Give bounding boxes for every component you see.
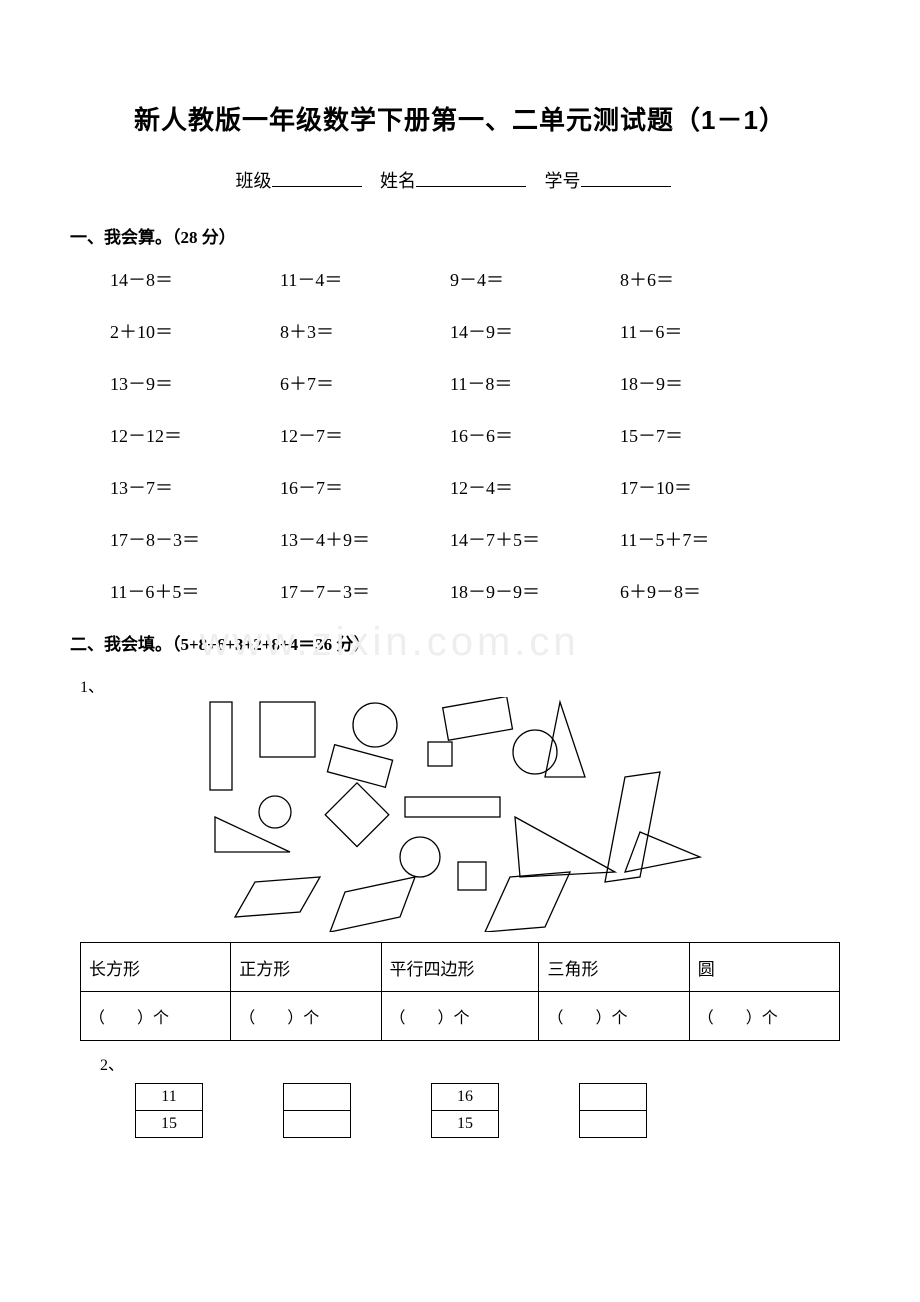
- problem-cell: 13－4＋9＝: [280, 526, 450, 552]
- problem-cell: 13－7＝: [110, 474, 280, 500]
- page-container: 新人教版一年级数学下册第一、二单元测试题（1－1） 班级 姓名 学号 一、我会算…: [0, 0, 920, 1178]
- problem-cell: 18－9－9＝: [450, 578, 620, 604]
- problem-cell: 12－4＝: [450, 474, 620, 500]
- shape-count-table: 长方形 正方形 平行四边形 三角形 圆 （ ）个 （ ）个 （ ）个 （ ）个 …: [80, 942, 840, 1041]
- name-blank: [416, 168, 526, 187]
- problem-cell: 9－4＝: [450, 266, 620, 292]
- count-cell: （ ）个: [539, 992, 689, 1041]
- header-rectangle: 长方形: [81, 943, 231, 992]
- problem-cell: 11－4＝: [280, 266, 450, 292]
- problem-cell: 14－7＋5＝: [450, 526, 620, 552]
- q2-label: 2、: [100, 1051, 840, 1075]
- class-blank: [272, 168, 362, 187]
- section1-heading: 一、我会算。（28 分）: [70, 223, 840, 248]
- problem-cell: 8＋3＝: [280, 318, 450, 344]
- problem-cell: 12－12＝: [110, 422, 280, 448]
- problem-cell: 11－6＝: [620, 318, 790, 344]
- problem-row: 13－9＝ 6＋7＝ 11－8＝ 18－9＝: [110, 370, 840, 396]
- problems-grid: 14－8＝ 11－4＝ 9－4＝ 8＋6＝ 2＋10＝ 8＋3＝ 14－9＝ 1…: [110, 266, 840, 604]
- problem-cell: 14－8＝: [110, 266, 280, 292]
- box-cell: [580, 1111, 647, 1138]
- box-cell: [284, 1084, 351, 1111]
- problem-row: 14－8＝ 11－4＝ 9－4＝ 8＋6＝: [110, 266, 840, 292]
- problem-cell: 11－6＋5＝: [110, 578, 280, 604]
- mini-box: [579, 1083, 647, 1138]
- problem-cell: 17－8－3＝: [110, 526, 280, 552]
- student-info-line: 班级 姓名 学号: [80, 167, 840, 193]
- problem-cell: 12－7＝: [280, 422, 450, 448]
- problem-row: 13－7＝ 16－7＝ 12－4＝ 17－10＝: [110, 474, 840, 500]
- mini-box: 16 15: [431, 1083, 499, 1138]
- box-cell: 11: [136, 1084, 203, 1111]
- box-cell: [284, 1111, 351, 1138]
- mini-box: [283, 1083, 351, 1138]
- q2-boxes-row: 11 15 16 15: [135, 1083, 840, 1138]
- box-cell: [580, 1084, 647, 1111]
- problem-cell: 15－7＝: [620, 422, 790, 448]
- header-parallelogram: 平行四边形: [381, 943, 539, 992]
- box-cell: 15: [136, 1111, 203, 1138]
- count-cell: （ ）个: [381, 992, 539, 1041]
- problem-row: 11－6＋5＝ 17－7－3＝ 18－9－9＝ 6＋9－8＝: [110, 578, 840, 604]
- header-triangle: 三角形: [539, 943, 689, 992]
- mini-box: 11 15: [135, 1083, 203, 1138]
- table-row: 长方形 正方形 平行四边形 三角形 圆: [81, 943, 840, 992]
- id-label: 学号: [545, 171, 581, 191]
- problem-cell: 17－10＝: [620, 474, 790, 500]
- header-circle: 圆: [689, 943, 839, 992]
- box-cell: 16: [432, 1084, 499, 1111]
- shapes-diagram: [140, 697, 740, 932]
- class-label: 班级: [236, 171, 272, 191]
- problem-cell: 17－7－3＝: [280, 578, 450, 604]
- problem-cell: 16－7＝: [280, 474, 450, 500]
- problem-cell: 2＋10＝: [110, 318, 280, 344]
- name-label: 姓名: [380, 171, 416, 191]
- section2-heading: 二、我会填。（5+8+6+3+2+8+4＝36 分）: [70, 630, 840, 655]
- problem-cell: 13－9＝: [110, 370, 280, 396]
- table-row: （ ）个 （ ）个 （ ）个 （ ）个 （ ）个: [81, 992, 840, 1041]
- problem-row: 12－12＝ 12－7＝ 16－6＝ 15－7＝: [110, 422, 840, 448]
- box-cell: 15: [432, 1111, 499, 1138]
- header-square: 正方形: [231, 943, 381, 992]
- count-cell: （ ）个: [231, 992, 381, 1041]
- problem-cell: 16－6＝: [450, 422, 620, 448]
- problem-cell: 11－8＝: [450, 370, 620, 396]
- page-title: 新人教版一年级数学下册第一、二单元测试题（1－1）: [80, 100, 840, 137]
- problem-cell: 11－5＋7＝: [620, 526, 790, 552]
- problem-cell: 8＋6＝: [620, 266, 790, 292]
- count-cell: （ ）个: [689, 992, 839, 1041]
- problem-row: 17－8－3＝ 13－4＋9＝ 14－7＋5＝ 11－5＋7＝: [110, 526, 840, 552]
- problem-cell: 14－9＝: [450, 318, 620, 344]
- problem-cell: 18－9＝: [620, 370, 790, 396]
- problem-cell: 6＋7＝: [280, 370, 450, 396]
- id-blank: [581, 168, 671, 187]
- problem-row: 2＋10＝ 8＋3＝ 14－9＝ 11－6＝: [110, 318, 840, 344]
- q1-label: 1、: [80, 679, 104, 696]
- count-cell: （ ）个: [81, 992, 231, 1041]
- problem-cell: 6＋9－8＝: [620, 578, 790, 604]
